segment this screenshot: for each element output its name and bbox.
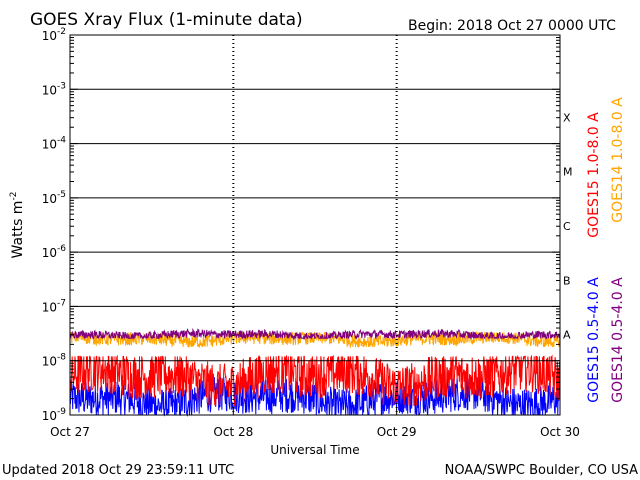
legend-entry: GOES14 1.0-8.0 A bbox=[610, 97, 626, 223]
legend-entry: GOES15 1.0-8.0 A bbox=[586, 112, 602, 238]
y-tick-label-base: 10 bbox=[42, 138, 57, 152]
flare-class-label: M bbox=[563, 166, 573, 179]
y-tick-label-exp: -9 bbox=[57, 407, 66, 417]
flare-class-label: C bbox=[563, 220, 571, 233]
y-axis-label-exp: -2 bbox=[9, 192, 19, 201]
legend-entry: GOES15 0.5-4.0 A bbox=[586, 277, 602, 403]
y-tick-label: 10-6 bbox=[42, 244, 67, 260]
series-line-goes14-0-5-4-0-a bbox=[69, 327, 561, 341]
y-tick-label: 10-9 bbox=[42, 407, 67, 423]
y-tick-label-exp: -2 bbox=[57, 27, 66, 37]
y-tick-label-exp: -8 bbox=[57, 353, 66, 363]
y-tick-label: 10-7 bbox=[42, 298, 66, 314]
y-tick-label-base: 10 bbox=[42, 409, 57, 423]
y-tick-label-base: 10 bbox=[42, 192, 57, 206]
y-tick-label-base: 10 bbox=[42, 29, 57, 43]
flare-class-label: B bbox=[563, 274, 571, 287]
x-tick-label: Oct 29 bbox=[377, 425, 417, 439]
y-tick-label-exp: -6 bbox=[57, 244, 66, 254]
y-tick-label: 10-3 bbox=[42, 81, 66, 97]
y-tick-label: 10-2 bbox=[42, 27, 66, 43]
y-axis-label: Watts m-2 bbox=[9, 192, 26, 259]
x-tick-label: Oct 30 bbox=[540, 425, 580, 439]
y-tick-label: 10-5 bbox=[42, 190, 66, 206]
series-layer bbox=[69, 327, 561, 417]
begin-label: Begin: 2018 Oct 27 0000 UTC bbox=[408, 18, 616, 34]
legend: GOES15 1.0-8.0 A GOES14 1.0-8.0 A GOES15 0… bbox=[586, 97, 626, 403]
y-tick-label-exp: -7 bbox=[57, 298, 66, 308]
y-tick-label-exp: -3 bbox=[57, 81, 66, 91]
y-tick-label-base: 10 bbox=[42, 246, 57, 260]
credit-label: NOAA/SWPC Boulder, CO USA bbox=[445, 463, 638, 478]
grid-layer bbox=[70, 35, 560, 415]
y-axis-label-base: Watts m bbox=[10, 201, 26, 259]
chart-title: GOES Xray Flux (1-minute data) bbox=[30, 10, 303, 30]
x-tick-label: Oct 27 bbox=[50, 425, 90, 439]
y-tick-label-base: 10 bbox=[42, 300, 57, 314]
series-line-goes15-0-5-4-0-a bbox=[69, 376, 561, 417]
y-tick-label: 10-4 bbox=[42, 136, 67, 152]
plot-frame bbox=[69, 34, 561, 416]
series-line-goes15-1-0-8-0-a bbox=[69, 354, 561, 406]
x-axis-label: Universal Time bbox=[270, 443, 359, 457]
updated-timestamp: Updated 2018 Oct 29 23:59:11 UTC bbox=[2, 463, 234, 478]
flare-class-label: A bbox=[563, 329, 571, 342]
legend-entry: GOES14 0.5-4.0 A bbox=[610, 277, 626, 403]
y-tick-label-exp: -5 bbox=[57, 190, 66, 200]
y-tick-label-base: 10 bbox=[42, 83, 57, 97]
x-tick-label: Oct 28 bbox=[213, 425, 253, 439]
flare-class-label: X bbox=[563, 111, 571, 124]
y-tick-label: 10-8 bbox=[42, 353, 67, 369]
y-tick-label-exp: -4 bbox=[57, 136, 66, 146]
series-line-goes14-1-0-8-0-a bbox=[69, 330, 561, 349]
y-tick-label-base: 10 bbox=[42, 355, 57, 369]
